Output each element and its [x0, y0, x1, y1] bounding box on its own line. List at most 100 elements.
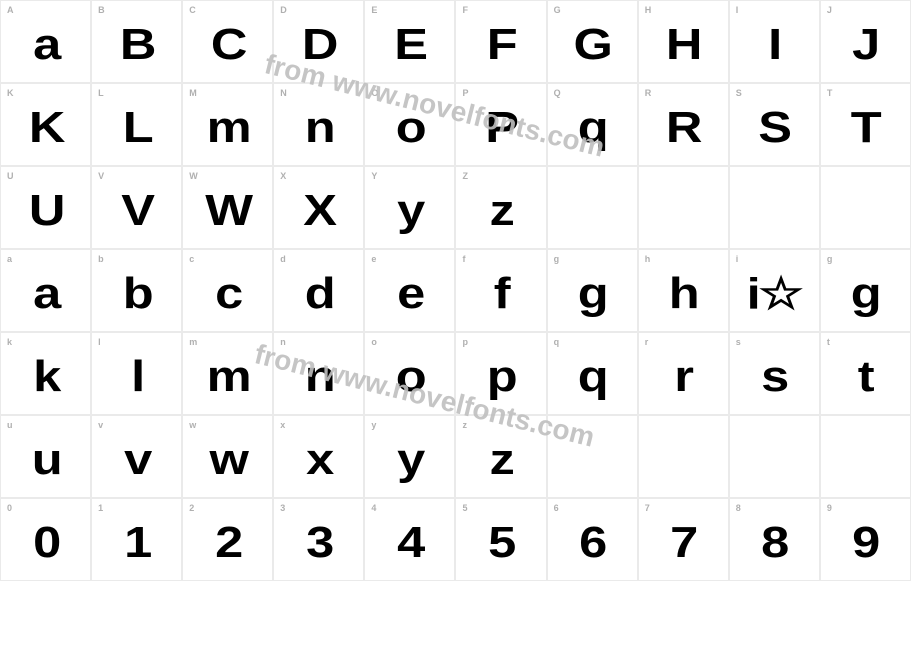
charmap-cell[interactable]: FF	[455, 0, 546, 83]
charmap-cell[interactable]: KK	[0, 83, 91, 166]
charmap-cell[interactable]: TT	[820, 83, 911, 166]
charmap-cell[interactable]: gg	[820, 249, 911, 332]
charmap-cell[interactable]: Zz	[455, 166, 546, 249]
charmap-cell-label: S	[736, 88, 742, 98]
charmap-cell[interactable]: II	[729, 0, 820, 83]
charmap-cell[interactable]: tt	[820, 332, 911, 415]
charmap-cell[interactable]: 11	[91, 498, 182, 581]
charmap-cell[interactable]: Oo	[364, 83, 455, 166]
charmap-cell-glyph: K	[28, 103, 62, 153]
charmap-cell[interactable]: WW	[182, 166, 273, 249]
charmap-cell-glyph: d	[305, 269, 334, 319]
charmap-cell-glyph: E	[394, 20, 425, 70]
charmap-cell-glyph: s	[761, 352, 787, 402]
charmap-cell[interactable]: pp	[455, 332, 546, 415]
charmap-cell[interactable]: 99	[820, 498, 911, 581]
charmap-cell-label: 8	[736, 503, 741, 513]
charmap-cell[interactable]: qq	[547, 332, 638, 415]
charmap-cell[interactable]: 55	[455, 498, 546, 581]
charmap-cell[interactable]: 88	[729, 498, 820, 581]
charmap-cell[interactable]: uu	[0, 415, 91, 498]
charmap-cell[interactable]: dd	[273, 249, 364, 332]
charmap-cell-glyph: n	[305, 103, 334, 153]
charmap-cell[interactable]: DD	[273, 0, 364, 83]
charmap-cell-label: k	[7, 337, 12, 347]
charmap-cell-label: Y	[371, 171, 377, 181]
charmap-cell-glyph: 5	[488, 518, 514, 568]
charmap-cell[interactable]: 44	[364, 498, 455, 581]
charmap-cell[interactable]: EE	[364, 0, 455, 83]
charmap-cell[interactable]: CC	[182, 0, 273, 83]
charmap-cell-label: g	[827, 254, 833, 264]
charmap-cell-glyph: o	[396, 103, 425, 153]
charmap-cell[interactable]: Aa	[0, 0, 91, 83]
charmap-cell[interactable]: ee	[364, 249, 455, 332]
charmap-cell[interactable]: RR	[638, 83, 729, 166]
charmap-cell-glyph: m	[206, 352, 249, 402]
charmap-cell-label: I	[736, 5, 739, 15]
charmap-cell-label: W	[189, 171, 198, 181]
charmap-cell[interactable]: 66	[547, 498, 638, 581]
charmap-cell[interactable]: ii☆	[729, 249, 820, 332]
charmap-cell-label: 9	[827, 503, 832, 513]
charmap-cell[interactable]: gg	[547, 249, 638, 332]
charmap-cell-label: L	[98, 88, 104, 98]
charmap-cell-glyph: l	[131, 352, 143, 402]
charmap-cell-label: 2	[189, 503, 194, 513]
charmap-cell[interactable]: 33	[273, 498, 364, 581]
charmap-cell[interactable]: hh	[638, 249, 729, 332]
charmap-cell[interactable]: nn	[273, 332, 364, 415]
charmap-cell[interactable]: UU	[0, 166, 91, 249]
charmap-cell[interactable]: zz	[455, 415, 546, 498]
charmap-cell[interactable]: vv	[91, 415, 182, 498]
charmap-cell[interactable]: yy	[364, 415, 455, 498]
charmap-cell-glyph: U	[28, 186, 62, 236]
charmap-cell-label: e	[371, 254, 376, 264]
charmap-cell-glyph: p	[487, 352, 516, 402]
charmap-cell[interactable]: VV	[91, 166, 182, 249]
charmap-cell[interactable]: GG	[547, 0, 638, 83]
charmap-cell[interactable]: Nn	[273, 83, 364, 166]
charmap-cell-glyph: H	[666, 20, 700, 70]
charmap-cell[interactable]: Qq	[547, 83, 638, 166]
charmap-cell[interactable]: rr	[638, 332, 729, 415]
charmap-cell[interactable]: mm	[182, 332, 273, 415]
font-character-map: AaBBCCDDEEFFGGHHIIJJKKLLMmNnOoPPQqRRSSTT…	[0, 0, 911, 581]
charmap-cell-glyph: r	[675, 352, 692, 402]
charmap-cell-glyph: w	[209, 435, 246, 485]
charmap-cell[interactable]: 00	[0, 498, 91, 581]
charmap-cell[interactable]: bb	[91, 249, 182, 332]
charmap-cell[interactable]: ss	[729, 332, 820, 415]
charmap-cell-label: t	[827, 337, 830, 347]
charmap-cell[interactable]: ll	[91, 332, 182, 415]
charmap-cell[interactable]: SS	[729, 83, 820, 166]
charmap-cell-label: q	[554, 337, 560, 347]
charmap-cell[interactable]: Yy	[364, 166, 455, 249]
charmap-cell-label: l	[98, 337, 101, 347]
charmap-cell[interactable]: kk	[0, 332, 91, 415]
charmap-cell[interactable]: xx	[273, 415, 364, 498]
charmap-cell-label: f	[462, 254, 465, 264]
charmap-cell[interactable]: 22	[182, 498, 273, 581]
charmap-cell[interactable]: HH	[638, 0, 729, 83]
charmap-cell-label: Z	[462, 171, 468, 181]
charmap-cell-label: g	[554, 254, 560, 264]
charmap-cell-label: 3	[280, 503, 285, 513]
charmap-cell-glyph: R	[666, 103, 700, 153]
charmap-cell[interactable]: cc	[182, 249, 273, 332]
charmap-cell[interactable]: BB	[91, 0, 182, 83]
charmap-cell-glyph: 8	[761, 518, 787, 568]
charmap-cell-glyph: 7	[670, 518, 696, 568]
charmap-cell[interactable]: ww	[182, 415, 273, 498]
charmap-cell[interactable]: Mm	[182, 83, 273, 166]
charmap-cell-glyph: L	[122, 103, 151, 153]
charmap-cell[interactable]: LL	[91, 83, 182, 166]
charmap-cell[interactable]: PP	[455, 83, 546, 166]
charmap-cell[interactable]: aa	[0, 249, 91, 332]
charmap-cell[interactable]: 77	[638, 498, 729, 581]
charmap-cell[interactable]: JJ	[820, 0, 911, 83]
charmap-cell[interactable]: oo	[364, 332, 455, 415]
charmap-cell[interactable]: XX	[273, 166, 364, 249]
charmap-cell[interactable]: ff	[455, 249, 546, 332]
charmap-cell-empty	[547, 166, 638, 249]
